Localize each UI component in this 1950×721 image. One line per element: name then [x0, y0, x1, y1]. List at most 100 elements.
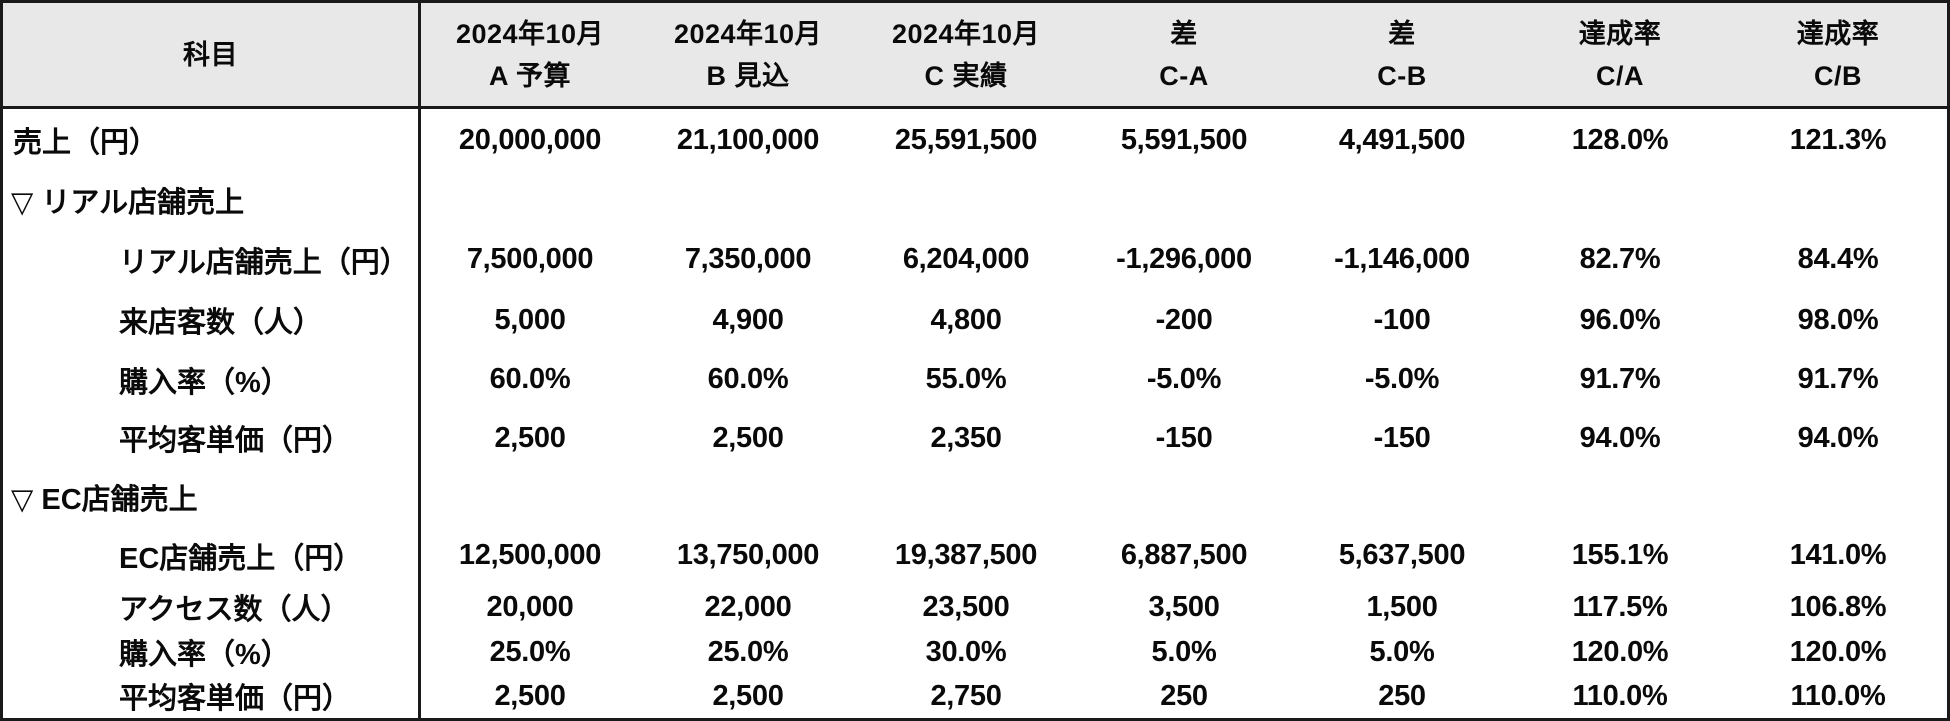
column-header-forecast-b: 2024年10月 B 見込: [639, 3, 857, 106]
column-header-line2: C/B: [1814, 60, 1862, 91]
table-row: EC店舗売上（円） 12,500,000 13,750,000 19,387,5…: [3, 527, 1947, 584]
value-cell: 250: [1160, 679, 1208, 712]
value-cell: 12,500,000: [458, 539, 602, 571]
value-cell: 25.0%: [489, 635, 571, 668]
value-cell: 1,500: [1366, 590, 1438, 623]
value-cell: 82.7%: [1579, 243, 1661, 275]
table-header-row: 科目 2024年10月 A 予算 2024年10月 B 見込 2024年10月 …: [3, 3, 1947, 109]
column-header-line2: C-A: [1159, 60, 1209, 91]
value-cell: 7,350,000: [684, 243, 812, 275]
column-header-budget-a: 2024年10月 A 予算: [421, 3, 639, 106]
value-cell: 2,350: [930, 421, 1002, 454]
column-header-line2: A 予算: [489, 60, 571, 91]
value-cell: -5.0%: [1146, 363, 1222, 395]
value-cell: 141.0%: [1789, 539, 1887, 571]
value-cell: 110.0%: [1790, 679, 1886, 712]
row-label: EC店舗売上（円）: [3, 527, 421, 584]
column-header-diff-cb: 差 C-B: [1293, 3, 1511, 106]
column-header-line1: 2024年10月: [673, 18, 823, 49]
value-cell: 250: [1378, 679, 1426, 712]
value-cell: 55.0%: [925, 363, 1007, 395]
value-cell: 2,500: [712, 421, 784, 454]
column-header-line1: 達成率: [1796, 18, 1880, 49]
value-cell: 13,750,000: [676, 539, 820, 571]
value-cell: -150: [1155, 421, 1213, 454]
value-cell: -100: [1373, 303, 1431, 336]
value-cell: 30.0%: [925, 635, 1007, 668]
value-cell: 2,500: [712, 679, 784, 712]
row-label: リアル店舗売上（円）: [3, 229, 421, 290]
row-label: 購入率（%）: [3, 630, 421, 674]
value-cell: 5.0%: [1369, 635, 1435, 668]
value-cell: 60.0%: [707, 363, 789, 395]
value-cell: 106.8%: [1789, 590, 1887, 623]
value-cell: 19,387,500: [894, 539, 1038, 571]
column-header-line2: B 見込: [706, 60, 790, 91]
column-header-rate-ca: 達成率 C/A: [1511, 3, 1729, 106]
column-header-label: 科目: [183, 39, 238, 70]
column-header-line1: 達成率: [1578, 18, 1662, 49]
value-cell: 155.1%: [1571, 539, 1669, 571]
column-header-subject: 科目: [3, 3, 421, 106]
section-label: ▽ リアル店舗売上: [3, 171, 421, 229]
value-cell: 20,000: [486, 590, 574, 623]
value-cell: 117.5%: [1572, 590, 1668, 623]
value-cell: 2,500: [494, 421, 566, 454]
value-cell: -5.0%: [1364, 363, 1440, 395]
value-cell: 25,591,500: [894, 123, 1038, 156]
row-label: 平均客単価（円）: [3, 674, 421, 718]
value-cell: 91.7%: [1797, 363, 1879, 395]
column-header-line1: 2024年10月: [455, 18, 605, 49]
value-cell: 4,800: [930, 303, 1002, 336]
value-cell: 128.0%: [1571, 123, 1669, 156]
value-cell: 5,637,500: [1338, 539, 1466, 571]
table-row: 平均客単価（円） 2,500 2,500 2,350 -150 -150 94.…: [3, 409, 1947, 467]
value-cell: -1,146,000: [1334, 243, 1470, 275]
table-row: 平均客単価（円） 2,500 2,500 2,750 250 250 110.0…: [3, 674, 1947, 718]
value-cell: 6,887,500: [1120, 539, 1248, 571]
column-header-actual-c: 2024年10月 C 実績: [857, 3, 1075, 106]
table-row: 来店客数（人） 5,000 4,900 4,800 -200 -100 96.0…: [3, 290, 1947, 350]
column-header-rate-cb: 達成率 C/B: [1729, 3, 1947, 106]
value-cell: 120.0%: [1789, 635, 1887, 668]
section-row: ▽ リアル店舗売上: [3, 171, 1947, 229]
row-label: 平均客単価（円）: [3, 409, 421, 467]
value-cell: -1,296,000: [1116, 243, 1252, 275]
value-cell: 2,750: [930, 679, 1002, 712]
value-cell: 4,900: [712, 303, 784, 336]
value-cell: 5.0%: [1151, 635, 1217, 668]
table-row: アクセス数（人） 20,000 22,000 23,500 3,500 1,50…: [3, 584, 1947, 630]
column-header-line2: C 実績: [924, 60, 1008, 91]
row-label: アクセス数（人）: [3, 584, 421, 630]
value-cell: 5,591,500: [1120, 123, 1248, 156]
table-row: リアル店舗売上（円） 7,500,000 7,350,000 6,204,000…: [3, 229, 1947, 290]
empty-cells: [421, 171, 1947, 229]
value-cell: 91.7%: [1579, 363, 1661, 395]
value-cell: 94.0%: [1579, 421, 1661, 454]
column-header-line1: 差: [1170, 18, 1198, 49]
value-cell: -150: [1373, 421, 1431, 454]
empty-cells: [421, 467, 1947, 527]
column-header-line2: C/A: [1596, 60, 1644, 91]
section-label: ▽ EC店舗売上: [3, 467, 421, 527]
value-cell: 6,204,000: [902, 243, 1030, 275]
value-cell: 84.4%: [1797, 243, 1879, 275]
value-cell: 5,000: [494, 303, 566, 336]
value-cell: 23,500: [922, 590, 1010, 623]
value-cell: 94.0%: [1797, 421, 1879, 454]
column-header-line1: 2024年10月: [891, 18, 1041, 49]
column-header-line1: 差: [1388, 18, 1416, 49]
table-row: 売上（円） 20,000,000 21,100,000 25,591,500 5…: [3, 109, 1947, 171]
value-cell: 96.0%: [1579, 303, 1661, 336]
value-cell: 7,500,000: [466, 243, 594, 275]
value-cell: 4,491,500: [1338, 123, 1466, 156]
value-cell: -200: [1155, 303, 1213, 336]
column-header-diff-ca: 差 C-A: [1075, 3, 1293, 106]
column-header-line2: C-B: [1377, 60, 1427, 91]
value-cell: 20,000,000: [458, 123, 602, 156]
value-cell: 60.0%: [489, 363, 571, 395]
table-row: 購入率（%） 25.0% 25.0% 30.0% 5.0% 5.0% 120.0…: [3, 630, 1947, 674]
value-cell: 98.0%: [1797, 303, 1879, 336]
table-row: 購入率（%） 60.0% 60.0% 55.0% -5.0% -5.0% 91.…: [3, 350, 1947, 409]
